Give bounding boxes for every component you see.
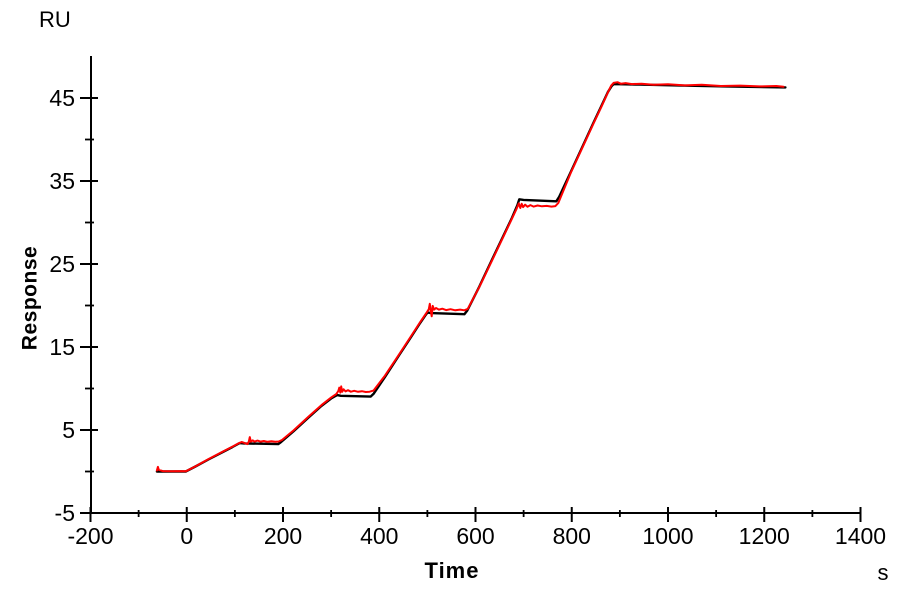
x-tick-label: 600: [456, 523, 494, 549]
measured-data: [155, 81, 785, 473]
x-tick-label: 400: [360, 523, 398, 549]
x-tick-label: -200: [67, 523, 113, 549]
y-tick-label: 5: [62, 417, 75, 443]
fitted-curve: [155, 82, 787, 473]
y-axis-unit-label: RU: [39, 7, 71, 32]
x-tick-label: 200: [264, 523, 302, 549]
y-tick-label: 15: [49, 334, 75, 360]
x-tick-label: 1000: [642, 523, 693, 549]
y-tick-label: 25: [49, 251, 75, 277]
x-tick-label: 1400: [835, 523, 886, 549]
x-tick-label: 800: [553, 523, 591, 549]
x-tick-label: 1200: [739, 523, 790, 549]
y-tick-label: -5: [55, 500, 75, 526]
y-axis-title: Response: [18, 245, 42, 351]
x-axis-title: Time: [424, 558, 480, 583]
x-tick-label: 0: [180, 523, 193, 549]
y-tick-label: 45: [49, 85, 75, 111]
y-tick-label: 35: [49, 168, 75, 194]
x-axis-unit-label: s: [877, 560, 889, 585]
